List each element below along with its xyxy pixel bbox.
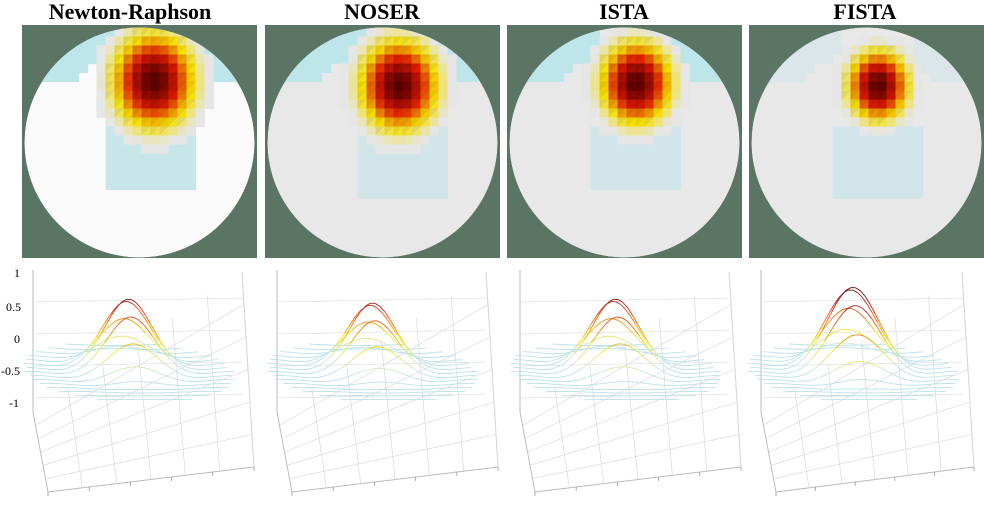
- ytick-label: 0: [14, 332, 20, 347]
- mesh-image: [18, 262, 264, 504]
- reconstruction-panel-noser: [265, 25, 500, 258]
- title-newton-raphson: Newton-Raphson: [10, 0, 250, 24]
- mesh-plot-newton-raphson: [18, 262, 264, 504]
- mesh-plot-ista: [505, 262, 751, 504]
- reconstruction-image: [507, 25, 742, 258]
- reconstruction-image: [22, 25, 257, 258]
- ytick-label: -0.5: [1, 364, 20, 379]
- reconstruction-image: [749, 25, 984, 258]
- reconstruction-panel-newton-raphson: [22, 25, 257, 258]
- mesh-image: [505, 262, 751, 504]
- reconstruction-panel-fista: [749, 25, 984, 258]
- mesh-plot-fista: [746, 262, 984, 504]
- reconstruction-panel-ista: [507, 25, 742, 258]
- title-fista: FISTA: [745, 0, 984, 24]
- ytick-label: 1: [14, 266, 20, 281]
- reconstruction-image: [265, 25, 500, 258]
- title-ista: ISTA: [504, 0, 744, 24]
- mesh-image: [262, 262, 508, 504]
- ytick-label: -1: [9, 396, 19, 411]
- mesh-plot-noser: [262, 262, 508, 504]
- title-noser: NOSER: [262, 0, 502, 24]
- mesh-image: [746, 262, 984, 504]
- ytick-label: 0.5: [6, 300, 21, 315]
